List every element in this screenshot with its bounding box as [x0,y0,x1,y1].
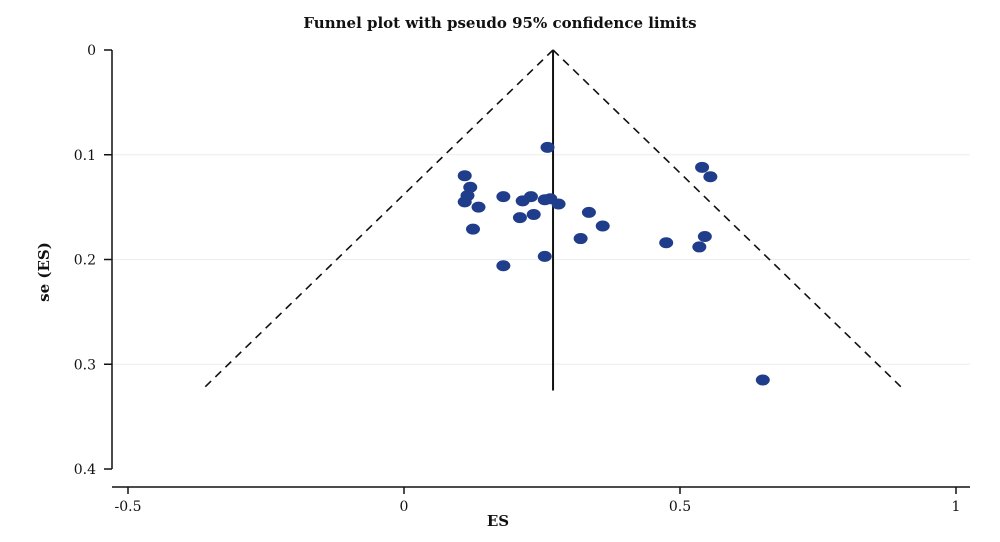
study-point-22 [692,241,707,253]
study-point-20 [659,237,674,249]
study-point-0 [540,141,555,153]
axes: 0 0.1 0.2 0.3 0.4 -0.5 0 0.5 1 [74,43,970,515]
study-point-3 [457,170,472,182]
x-tick-label-0: -0.5 [115,499,142,515]
study-point-16 [581,206,596,218]
upper-confidence-limit [552,49,906,392]
y-tick-label-0: 0 [87,43,96,59]
study-point-24 [496,260,511,272]
x-tick-label-3: 1 [952,499,961,515]
y-tick-label-4: 0.4 [74,462,96,478]
chart-title: Funnel plot with pseudo 95% confidence l… [303,14,697,32]
y-axis-label: se (ES) [35,242,53,302]
x-tick-label-1: 0 [400,499,409,515]
study-point-7 [471,201,486,213]
study-point-4 [463,181,478,193]
study-point-25 [755,374,770,386]
lower-confidence-limit [200,49,554,392]
study-point-23 [537,250,552,262]
study-point-6 [457,196,472,208]
x-tick-label-2: 0.5 [669,499,691,515]
study-point-15 [526,208,541,220]
study-point-21 [697,230,712,242]
study-point-10 [523,191,538,203]
study-point-19 [573,233,588,245]
y-tick-label-1: 0.1 [74,148,96,164]
x-axis-label: ES [486,512,510,530]
study-point-13 [551,198,566,210]
study-point-8 [496,191,511,203]
study-point-2 [703,171,718,183]
study-point-14 [512,212,527,224]
study-point-18 [466,223,480,235]
study-point-17 [595,220,610,232]
study-points [457,141,770,386]
y-tick-label-2: 0.2 [74,253,96,269]
y-tick-label-3: 0.3 [74,357,96,373]
study-point-1 [695,161,710,173]
confidence-funnel [200,49,906,392]
